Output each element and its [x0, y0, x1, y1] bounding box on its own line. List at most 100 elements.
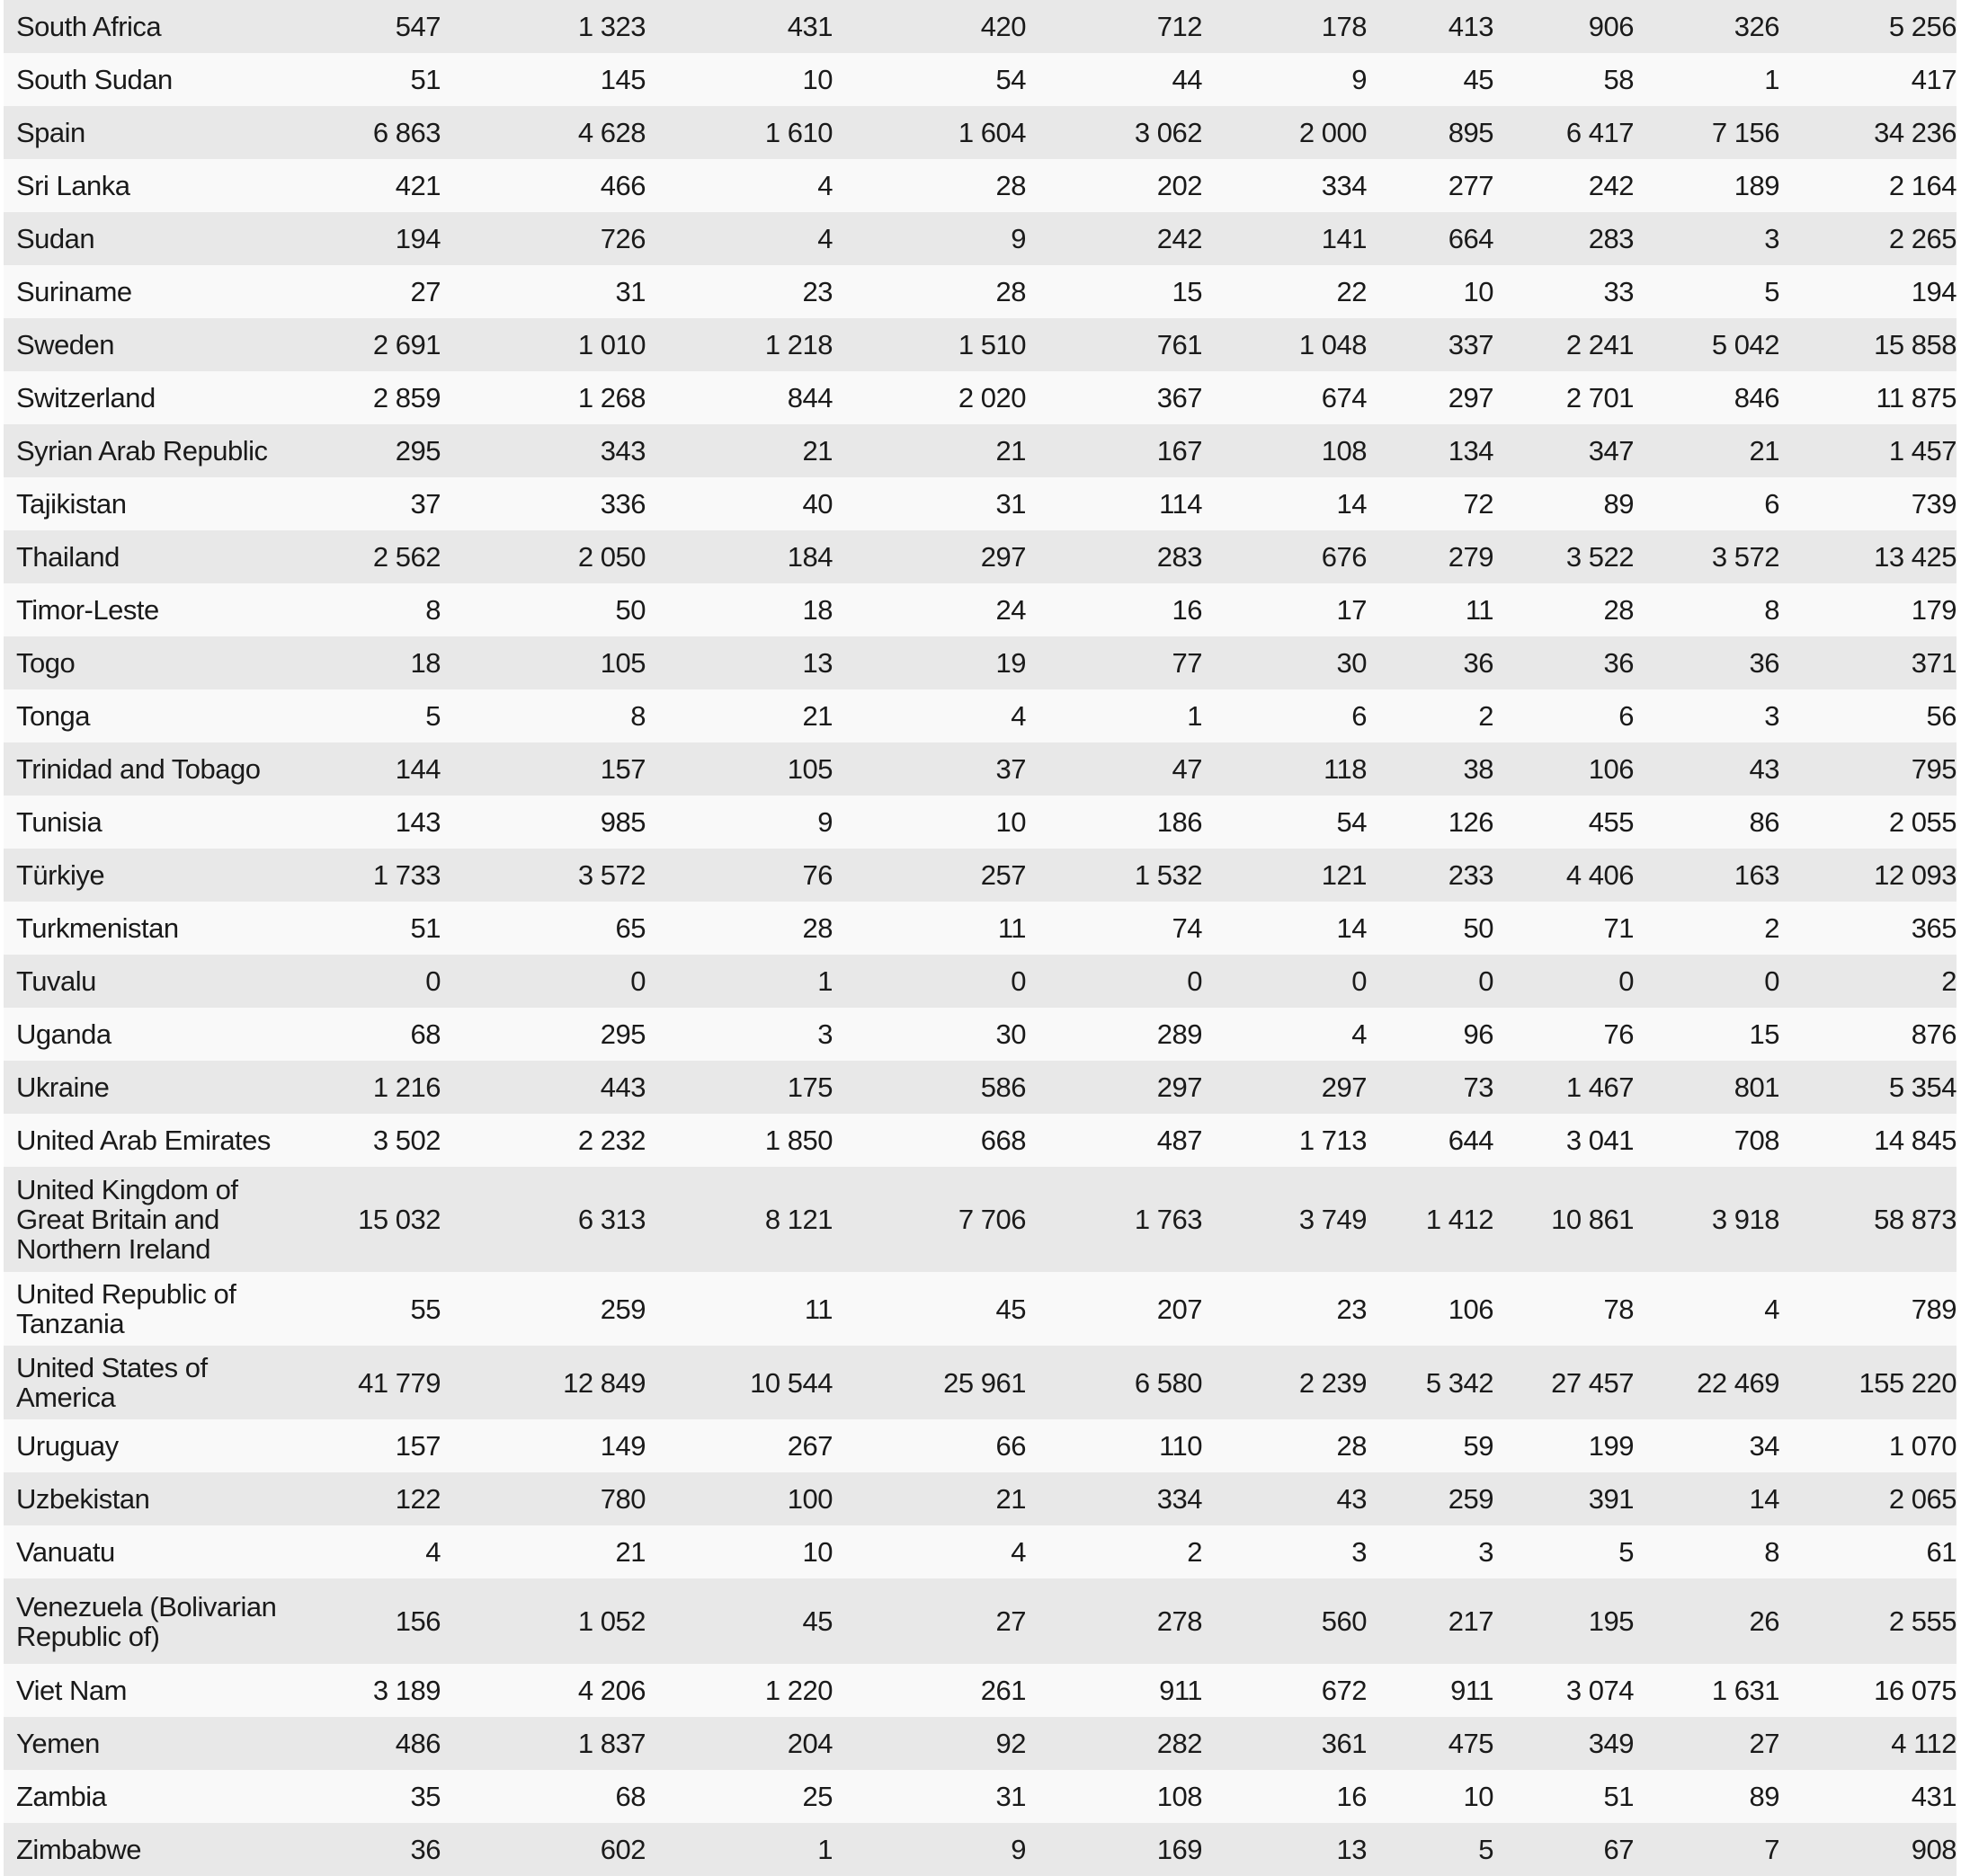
country-name-cell: Trinidad and Tobago: [16, 753, 261, 785]
value-cell: 144: [395, 753, 441, 785]
country-name-cell: United Kingdom of Great Britain and Nort…: [16, 1174, 238, 1265]
value-cell: 14: [1749, 1483, 1780, 1515]
table-row: Sweden 2 691 1 010 1 218 1 510 761 1 048 337 2 2…: [4, 318, 1957, 371]
value-cell: 72: [1463, 488, 1494, 520]
value-cell: 2: [1187, 1536, 1202, 1568]
value-cell: 36: [410, 1834, 441, 1865]
value-cell: 985: [600, 806, 646, 838]
table-row: South Sudan 51 145 10 54 44 9 45 58 1 417: [4, 53, 1957, 106]
value-cell: 10 544: [750, 1366, 833, 1399]
table-row: Viet Nam 3 189 4 206 1 220 261 911 672 911 3 074…: [4, 1664, 1957, 1717]
value-cell: 674: [1321, 382, 1368, 413]
value-cell: 844: [787, 382, 833, 413]
value-cell: 8: [1764, 1536, 1779, 1568]
value-cell: 157: [600, 753, 646, 785]
value-cell: 61: [1926, 1536, 1957, 1568]
value-cell: 1 733: [372, 859, 441, 891]
value-cell: 15: [1749, 1018, 1780, 1050]
value-cell: 108: [1156, 1781, 1203, 1812]
value-cell: 1 713: [1298, 1125, 1368, 1156]
value-cell: 10: [1463, 276, 1494, 307]
value-cell: 194: [1911, 276, 1957, 307]
value-cell: 76: [1603, 1018, 1635, 1050]
value-cell: 37: [410, 488, 441, 520]
country-data-table: South Africa 547 1 323 431 420 712 178 413 906 32…: [4, 0, 1957, 1876]
value-cell: 3 062: [1134, 117, 1203, 148]
value-cell: 2: [1478, 700, 1493, 732]
value-cell: 0: [1478, 965, 1493, 997]
table-row: United States of America 41 779 12 849 10 5…: [4, 1346, 1957, 1419]
country-name-cell: Uganda: [16, 1018, 111, 1050]
value-cell: 267: [787, 1430, 833, 1462]
table-row: Uruguay 157 149 267 66 110 28 59 199 34 1 070: [4, 1419, 1957, 1472]
country-name-cell: Togo: [16, 647, 76, 679]
value-cell: 3: [1764, 700, 1779, 732]
value-cell: 186: [1156, 806, 1203, 838]
value-cell: 361: [1321, 1728, 1368, 1759]
country-name-cell: Türkiye: [16, 859, 105, 891]
value-cell: 4: [817, 223, 833, 254]
value-cell: 1 850: [764, 1125, 833, 1156]
value-cell: 349: [1588, 1728, 1635, 1759]
country-name-cell: South Sudan: [16, 64, 173, 95]
value-cell: 413: [1448, 11, 1494, 42]
value-cell: 4: [817, 170, 833, 201]
value-cell: 2 055: [1888, 806, 1957, 838]
value-cell: 184: [787, 541, 833, 573]
value-cell: 199: [1588, 1430, 1635, 1462]
value-cell: 26: [1749, 1605, 1780, 1637]
value-cell: 96: [1463, 1018, 1494, 1050]
value-cell: 110: [1159, 1430, 1202, 1462]
value-cell: 12 849: [563, 1366, 646, 1399]
value-cell: 25 961: [943, 1366, 1026, 1399]
value-cell: 86: [1749, 806, 1780, 838]
value-cell: 4: [1351, 1018, 1367, 1050]
value-cell: 295: [600, 1018, 646, 1050]
country-name-cell: Yemen: [16, 1728, 100, 1759]
value-cell: 7: [1764, 1834, 1779, 1865]
value-cell: 10: [1463, 1781, 1494, 1812]
value-cell: 0: [1011, 965, 1026, 997]
value-cell: 911: [1450, 1675, 1493, 1706]
value-cell: 1 412: [1425, 1204, 1494, 1235]
value-cell: 2 562: [372, 541, 441, 573]
value-cell: 2 020: [958, 382, 1027, 413]
value-cell: 1 218: [764, 329, 833, 360]
value-cell: 37: [995, 753, 1027, 785]
value-cell: 179: [1911, 594, 1957, 626]
value-cell: 78: [1603, 1293, 1635, 1325]
value-cell: 21: [995, 435, 1027, 467]
table-row: United Kingdom of Great Britain and Nort…: [4, 1167, 1957, 1272]
value-cell: 105: [787, 753, 833, 785]
value-cell: 10: [802, 1536, 833, 1568]
table-row: South Africa 547 1 323 431 420 712 178 413 906 32…: [4, 0, 1957, 53]
value-cell: 0: [1351, 965, 1367, 997]
value-cell: 676: [1321, 541, 1368, 573]
value-cell: 18: [410, 647, 441, 679]
value-cell: 21: [802, 435, 833, 467]
value-cell: 16: [1172, 594, 1203, 626]
country-name-cell: Sri Lanka: [16, 170, 130, 201]
value-cell: 586: [980, 1071, 1027, 1103]
value-cell: 9: [817, 806, 833, 838]
table-row: Yemen 486 1 837 204 92 282 361 475 349 27 4 112: [4, 1717, 1957, 1770]
value-cell: 194: [395, 223, 441, 254]
value-cell: 45: [802, 1605, 833, 1637]
value-cell: 289: [1156, 1018, 1203, 1050]
value-cell: 28: [1336, 1430, 1368, 1462]
value-cell: 1: [817, 1834, 833, 1865]
value-cell: 487: [1156, 1125, 1203, 1156]
value-cell: 1 268: [577, 382, 646, 413]
value-cell: 391: [1588, 1483, 1635, 1515]
value-cell: 11 875: [1876, 382, 1957, 413]
table-row: Togo 18 105 13 19 77 30 36 36 36 371: [4, 636, 1957, 689]
value-cell: 36: [1603, 647, 1635, 679]
value-cell: 2 555: [1888, 1605, 1957, 1637]
value-cell: 5: [1478, 1834, 1493, 1865]
value-cell: 24: [995, 594, 1027, 626]
value-cell: 242: [1588, 170, 1635, 201]
table-body: South Africa 547 1 323 431 420 712 178 413 906 32…: [4, 0, 1957, 1876]
value-cell: 15 858: [1874, 329, 1957, 360]
value-cell: 77: [1172, 647, 1203, 679]
value-cell: 3 572: [1711, 541, 1780, 573]
